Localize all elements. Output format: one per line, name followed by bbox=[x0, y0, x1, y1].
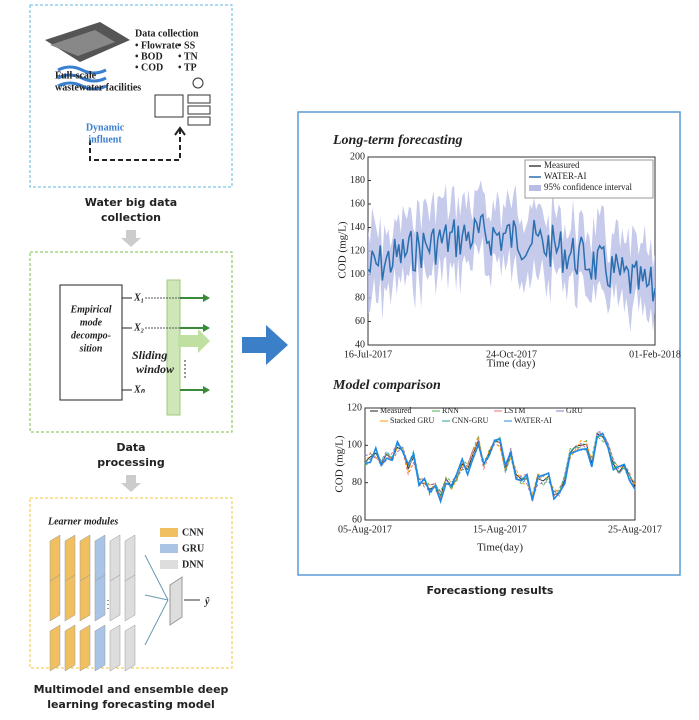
axis-label: Time(day) bbox=[477, 542, 523, 554]
legend-label: CNN bbox=[182, 527, 204, 538]
layer bbox=[95, 575, 105, 621]
legend-label: Measured bbox=[544, 160, 580, 170]
chart-title: Long-term forecasting bbox=[332, 133, 463, 148]
x-tick-label: 25-Aug-2017 bbox=[608, 524, 662, 535]
axis-label: COD (mg/L) bbox=[337, 221, 349, 278]
layer bbox=[170, 577, 182, 625]
x-tick-label: 01-Feb-2018 bbox=[629, 349, 681, 360]
legend-label: GRU bbox=[182, 543, 204, 554]
y-tick-label: 200 bbox=[350, 151, 365, 162]
legend-label: Stacked GRU bbox=[390, 416, 434, 425]
label: • SS bbox=[178, 40, 196, 51]
label: ŷ bbox=[204, 596, 210, 607]
layer bbox=[95, 535, 105, 581]
layer bbox=[125, 575, 135, 621]
layer bbox=[80, 625, 90, 671]
label: influent bbox=[88, 134, 122, 145]
legend-label: RNN bbox=[442, 406, 459, 415]
page: Data collection • Flowrate • SS • BOD • … bbox=[0, 0, 699, 720]
layer bbox=[50, 575, 60, 621]
label: X₁ bbox=[133, 292, 144, 303]
layer bbox=[80, 535, 90, 581]
layer bbox=[80, 575, 90, 621]
down-arrow bbox=[121, 230, 141, 247]
x-tick-label: 05-Aug-2017 bbox=[338, 524, 392, 535]
layer bbox=[50, 535, 60, 581]
layer bbox=[50, 625, 60, 671]
layer bbox=[125, 625, 135, 671]
axis-label: Time (day) bbox=[487, 358, 536, 370]
label: • Flowrate bbox=[135, 40, 180, 51]
learner-diagram bbox=[50, 535, 200, 671]
layer bbox=[125, 535, 135, 581]
connector bbox=[145, 595, 168, 600]
legend-label: CNN-GRU bbox=[452, 416, 489, 425]
down-arrow bbox=[121, 475, 141, 492]
layer bbox=[110, 575, 120, 621]
label: • COD bbox=[135, 62, 163, 73]
y-tick-label: 120 bbox=[350, 245, 365, 256]
label: mode bbox=[80, 317, 103, 328]
layer bbox=[65, 575, 75, 621]
legend-label: WATER-AI bbox=[544, 171, 587, 181]
label: Learner modules bbox=[47, 516, 118, 527]
legend-swatch bbox=[160, 560, 178, 569]
label: X₂ bbox=[133, 322, 144, 333]
label: Dynamic bbox=[86, 122, 125, 133]
label: decompo- bbox=[71, 330, 111, 341]
y-tick-label: 100 bbox=[347, 440, 362, 451]
y-tick-label: 100 bbox=[350, 269, 365, 280]
legend-label: GRU bbox=[566, 406, 583, 415]
label: wastewater facilities bbox=[55, 82, 141, 93]
y-tick-label: 80 bbox=[352, 477, 362, 488]
legend-label: LSTM bbox=[504, 406, 525, 415]
legend-label: DNN bbox=[182, 559, 204, 570]
caption: Multimodel and ensemble deep bbox=[34, 683, 229, 696]
label: Data collection bbox=[135, 28, 199, 39]
layer bbox=[110, 535, 120, 581]
layer bbox=[95, 625, 105, 671]
label: window bbox=[136, 362, 175, 376]
caption: learning forecasting model bbox=[47, 698, 215, 711]
y-tick-label: 120 bbox=[347, 402, 362, 413]
caption: Forecastiong results bbox=[427, 584, 554, 597]
legend-label: WATER-AI bbox=[514, 416, 552, 425]
label: • BOD bbox=[135, 51, 163, 62]
layer bbox=[110, 625, 120, 671]
label: Full-scale bbox=[55, 70, 97, 81]
label: Empirical bbox=[69, 304, 111, 315]
caption: Data bbox=[116, 441, 145, 454]
label: • TN bbox=[178, 51, 198, 62]
x-tick-label: 15-Aug-2017 bbox=[473, 524, 527, 535]
x-tick-label: 16-Jul-2017 bbox=[344, 349, 392, 360]
caption: collection bbox=[101, 211, 161, 224]
label: Xₙ bbox=[133, 384, 146, 395]
legend-swatch bbox=[160, 544, 178, 553]
y-tick-label: 140 bbox=[350, 222, 365, 233]
right-arrow bbox=[242, 325, 288, 365]
y-tick-label: 160 bbox=[350, 198, 365, 209]
legend-swatch bbox=[160, 528, 178, 537]
label: Sliding bbox=[132, 348, 167, 362]
y-tick-label: 60 bbox=[355, 316, 365, 327]
y-tick-label: 80 bbox=[355, 292, 365, 303]
layer bbox=[65, 625, 75, 671]
connector bbox=[145, 600, 168, 645]
layer bbox=[65, 535, 75, 581]
legend-label: 95% confidence interval bbox=[544, 182, 632, 192]
axis-label: COD (mg/L) bbox=[334, 435, 346, 492]
caption: processing bbox=[97, 456, 164, 469]
caption: Water big data bbox=[85, 196, 177, 209]
label: • TP bbox=[178, 62, 197, 73]
chart-title: Model comparison bbox=[332, 378, 441, 393]
label: sition bbox=[79, 343, 103, 354]
y-tick-label: 180 bbox=[350, 175, 365, 186]
legend-label: Measured bbox=[380, 406, 412, 415]
